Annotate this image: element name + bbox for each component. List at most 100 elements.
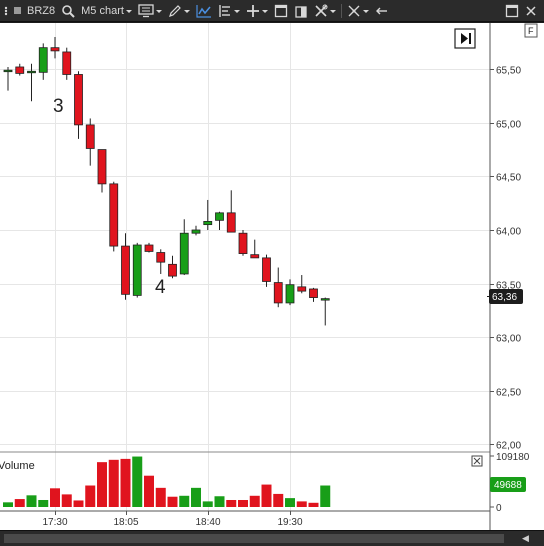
price-tick-label: 64,50 bbox=[496, 173, 521, 184]
candle bbox=[191, 225, 201, 236]
current-price-value: 63,36 bbox=[492, 292, 517, 303]
candle bbox=[262, 254, 271, 287]
tools-dropdown[interactable] bbox=[311, 0, 339, 22]
volume-bar bbox=[50, 488, 60, 507]
price-tick-label: 62,00 bbox=[496, 441, 521, 452]
candle-body-up bbox=[203, 221, 213, 226]
volume-bar bbox=[85, 485, 96, 507]
candle bbox=[273, 267, 283, 308]
candle bbox=[121, 233, 130, 300]
maximize-button[interactable] bbox=[502, 0, 522, 22]
maximize-icon bbox=[505, 4, 519, 17]
chevron-down-icon bbox=[233, 10, 240, 13]
time-tick-label: 18:05 bbox=[114, 517, 139, 528]
candle bbox=[285, 279, 295, 306]
candle bbox=[38, 43, 48, 80]
corner-label: F bbox=[528, 26, 534, 36]
time-axis[interactable]: 17:30 18:05 18:40 19:30 bbox=[43, 511, 303, 528]
candle-body-up bbox=[38, 47, 48, 73]
orders-button[interactable] bbox=[291, 0, 311, 22]
scrollbar-thumb[interactable] bbox=[4, 534, 504, 543]
cursor-mode-dropdown[interactable] bbox=[344, 0, 372, 22]
indicators-icon bbox=[219, 4, 230, 17]
candle bbox=[309, 287, 318, 302]
chart-area[interactable]: 65,50 65,00 64,50 64,00 63,50 63,00 62,50 62,00… bbox=[0, 23, 544, 530]
scroll-to-end-button[interactable] bbox=[454, 28, 476, 49]
price-axis[interactable]: 65,50 65,00 64,50 64,00 63,50 63,00 62,50 62,00 bbox=[490, 66, 521, 452]
window-button[interactable] bbox=[271, 0, 291, 22]
volume-bar bbox=[202, 501, 213, 507]
window-icon bbox=[274, 4, 288, 17]
crosshair-dropdown[interactable] bbox=[243, 0, 271, 22]
symbol-selector[interactable]: BRZ8 bbox=[14, 0, 58, 22]
candle-body-down bbox=[156, 252, 166, 263]
display-settings-dropdown[interactable] bbox=[135, 0, 165, 22]
price-tick-label: 62,50 bbox=[496, 388, 521, 399]
time-tick-label: 19:30 bbox=[278, 517, 303, 528]
close-icon bbox=[473, 457, 481, 465]
chevron-down-icon bbox=[362, 10, 369, 13]
menu-dots-icon[interactable] bbox=[0, 0, 14, 22]
symbol-color-swatch bbox=[14, 7, 21, 14]
volume-bar bbox=[73, 500, 84, 507]
candle bbox=[156, 249, 166, 274]
search-button[interactable] bbox=[58, 0, 78, 22]
drawing-tools-dropdown[interactable] bbox=[165, 0, 193, 22]
candle-body-down bbox=[273, 282, 283, 304]
current-price-tag: 63,36 bbox=[487, 289, 523, 304]
cursor-icon bbox=[348, 5, 360, 16]
volume-bar bbox=[320, 485, 331, 507]
volume-bar bbox=[61, 494, 72, 507]
candle-body-up bbox=[320, 298, 330, 301]
volume-bar bbox=[296, 501, 307, 507]
time-tick-label: 18:40 bbox=[196, 517, 221, 528]
candle-body-up bbox=[27, 70, 36, 74]
close-icon bbox=[526, 5, 536, 16]
volume-bar bbox=[308, 502, 319, 507]
scroll-left-arrow-icon[interactable]: ◀ bbox=[522, 533, 529, 543]
candle-body-up bbox=[3, 69, 13, 73]
chart-toolbar: BRZ8 M5 chart bbox=[0, 0, 544, 22]
chevron-down-icon bbox=[261, 10, 268, 13]
volume-bar bbox=[3, 502, 13, 507]
timeframe-dropdown[interactable]: M5 chart bbox=[78, 0, 135, 22]
candle bbox=[15, 63, 25, 76]
chart-corner-button[interactable]: F bbox=[524, 23, 538, 38]
candle bbox=[168, 255, 177, 279]
volume-bar bbox=[14, 499, 25, 507]
volume-bar bbox=[132, 456, 143, 507]
time-tick-label: 17:30 bbox=[43, 517, 68, 528]
candle bbox=[238, 229, 248, 256]
candle bbox=[215, 211, 224, 230]
arrow-left-icon bbox=[375, 7, 387, 14]
chevron-down-icon bbox=[155, 10, 162, 13]
volume-bar bbox=[155, 487, 166, 507]
candle-body-up bbox=[285, 284, 295, 304]
volume-bar bbox=[214, 496, 225, 507]
grid-lines bbox=[0, 23, 490, 511]
candle-body-up bbox=[132, 244, 142, 296]
indicators-dropdown[interactable] bbox=[215, 0, 243, 22]
price-tick-label: 65,50 bbox=[496, 66, 521, 77]
candle bbox=[250, 239, 260, 259]
candle-body-down bbox=[226, 212, 236, 233]
back-button[interactable] bbox=[372, 0, 392, 22]
volume-tick-label: 0 bbox=[496, 503, 502, 514]
current-volume-tag: 49688 bbox=[490, 477, 526, 492]
candle bbox=[97, 149, 107, 193]
close-button[interactable] bbox=[522, 0, 540, 22]
candle bbox=[109, 181, 119, 252]
search-icon bbox=[62, 4, 75, 18]
volume-bar bbox=[97, 462, 107, 507]
volume-pane-close-button[interactable] bbox=[471, 455, 483, 467]
candlestick-chart[interactable]: 65,50 65,00 64,50 64,00 63,50 63,00 62,50 62,00… bbox=[0, 23, 544, 530]
candle bbox=[62, 47, 72, 80]
volume-bar bbox=[26, 495, 37, 507]
chart-type-button[interactable] bbox=[193, 0, 215, 22]
volume-bar bbox=[285, 498, 295, 507]
candle-body-down bbox=[297, 286, 307, 292]
symbol-label: BRZ8 bbox=[27, 4, 56, 17]
horizontal-scrollbar[interactable]: ◀ bbox=[0, 530, 544, 546]
chevron-down-icon bbox=[125, 10, 132, 13]
volume-bar bbox=[108, 459, 119, 507]
